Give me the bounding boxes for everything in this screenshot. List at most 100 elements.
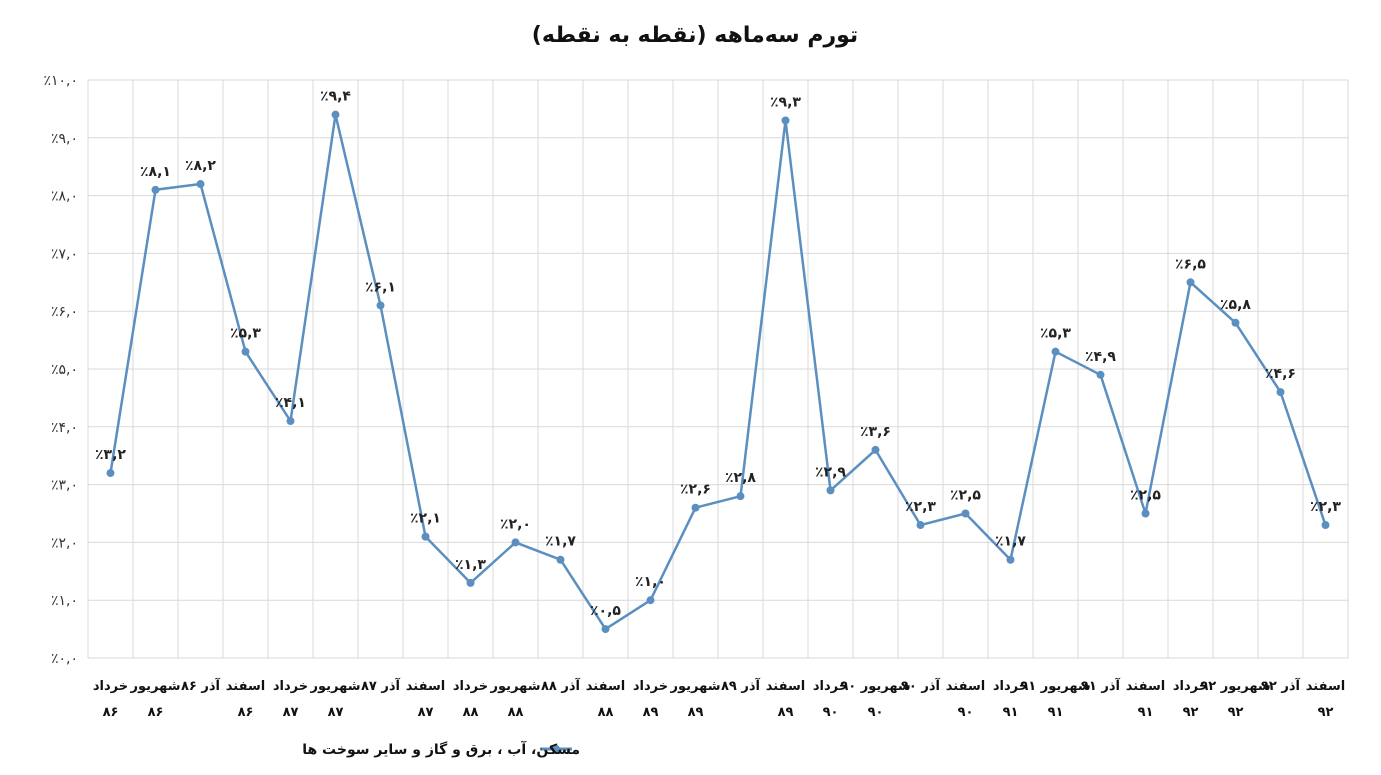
x-tick-label: خرداد [813,679,848,694]
data-point [1006,555,1015,564]
data-point [1186,278,1195,287]
x-tick-year-label: ۸۶ [148,705,164,720]
x-tick-label: اسفند [1126,679,1165,694]
x-tick-label: اسفند [766,679,805,694]
data-point [601,625,610,634]
y-tick-label: ٪۱,۰ [51,593,78,609]
x-tick-year-label: ۸۷ [283,705,299,720]
data-point [1096,370,1105,379]
data-label: ٪۲,۳ [905,499,936,515]
data-label: ٪۶,۱ [365,279,396,295]
data-point [556,555,565,564]
x-tick-year-label: ۹۱ [1138,705,1154,720]
series-line [109,113,1327,631]
x-tick-label: شهریور [130,679,181,694]
data-label: ٪۲,۵ [1130,488,1161,504]
grid-lines [87,79,1349,659]
data-label: ٪۸,۲ [185,158,216,174]
x-tick-year-label: ۸۹ [688,705,704,720]
data-point [691,503,700,512]
x-tick-label: خرداد [633,679,668,694]
data-point [241,347,250,356]
data-label: ٪۴,۱ [275,395,306,411]
x-tick-label: آذر ۸۶ [181,677,221,694]
x-tick-label: آذر ۸۸ [541,677,581,694]
x-tick-label: آذر ۸۷ [361,677,401,694]
data-point [1051,347,1060,356]
data-label: ٪۱,۷ [995,534,1026,550]
data-label: ٪۴,۶ [1265,366,1296,382]
y-axis-ticks: ٪۰,۰ ٪۱,۰ ٪۲,۰ ٪۳,۰ ٪۴,۰ ٪۵,۰ ٪۶,۰ ٪۷,۰ ٪۸,۰ ٪۹,۰… [43,73,78,667]
x-tick-label: شهریور [310,679,361,694]
data-point [916,521,925,530]
data-label: ٪۲,۹ [815,464,846,480]
series-line-layer [106,110,1330,634]
y-tick-label: ٪۸,۰ [51,189,78,205]
x-tick-label: خرداد [93,679,128,694]
data-label: ٪۰,۵ [590,603,621,619]
x-tick-label: اسفند [226,679,265,694]
data-label: ٪۲,۳ [1310,499,1341,515]
data-point [331,110,340,119]
data-label: ٪۸,۱ [140,164,171,180]
data-label: ٪۲,۰ [500,516,531,532]
data-point [736,492,745,501]
data-label: ٪۲,۸ [725,470,756,486]
x-tick-year-label: ۸۷ [328,705,344,720]
legend-series-name: مسکن، آب ، برق و گاز و سایر سوخت ها [302,740,580,758]
x-tick-label: اسفند [946,679,985,694]
x-tick-year-label: ۹۰ [823,705,839,720]
x-tick-year-label: ۸۹ [643,705,659,720]
data-point [196,180,205,189]
x-tick-label: اسفند [406,679,445,694]
x-axis-ticks: خرداد ۸۶ شهریور ۸۶ آذر ۸۶ اسفند ۸۶ خرداد ۸۷ شهریو… [93,677,1345,720]
x-tick-label: شهریور ۹۰ [840,679,910,694]
x-tick-label: خرداد [273,679,308,694]
data-point [106,469,115,478]
data-point [1276,388,1285,397]
x-tick-label: شهریور [490,679,541,694]
data-point [376,301,385,310]
data-point [1231,318,1240,327]
x-tick-year-label: ۸۹ [778,705,794,720]
y-tick-label: ٪۰,۰ [51,651,78,667]
y-tick-label: ٪۹,۰ [51,131,78,147]
x-tick-year-label: ۹۱ [1048,705,1064,720]
data-point [286,417,295,426]
x-tick-year-label: ۹۰ [868,705,884,720]
y-tick-label: ٪۲,۰ [51,535,78,551]
data-point [961,509,970,518]
data-point [1141,509,1150,518]
data-label: ٪۶,۵ [1175,256,1206,272]
x-tick-year-label: ۹۲ [1318,705,1334,720]
data-point [421,532,430,541]
data-label: ٪۳,۲ [95,447,126,463]
x-tick-label: خرداد [453,679,488,694]
data-label: ٪۱,۷ [545,534,576,550]
data-label: ٪۴,۹ [1085,349,1116,365]
data-label: ٪۲,۶ [680,482,711,498]
x-tick-label: اسفند [1306,679,1345,694]
data-point [871,445,880,454]
data-point [781,116,790,125]
data-point [151,185,160,194]
data-label: ٪۹,۴ [320,89,351,105]
data-label: ٪۵,۳ [230,326,261,342]
data-label: ٪۳,۶ [860,424,891,440]
x-tick-year-label: ۸۸ [598,705,614,720]
x-tick-year-label: ۸۸ [463,705,479,720]
x-tick-label: شهریور ۹۲ [1200,679,1270,694]
x-tick-year-label: ۸۸ [508,705,524,720]
x-tick-label: شهریور ۹۱ [1020,679,1090,694]
y-tick-label: ٪۶,۰ [51,304,78,320]
y-tick-label: ٪۵,۰ [51,362,78,378]
data-label: ٪۲,۵ [950,488,981,504]
chart-title: تورم سه‌ماهه (نقطه به نقطه) [532,23,858,48]
data-label: ٪۱,۳ [455,557,486,573]
x-tick-year-label: ۸۶ [103,705,119,720]
data-point [511,538,520,547]
x-tick-label: اسفند [586,679,625,694]
data-label: ٪۹,۳ [770,94,801,110]
data-point [646,596,655,605]
